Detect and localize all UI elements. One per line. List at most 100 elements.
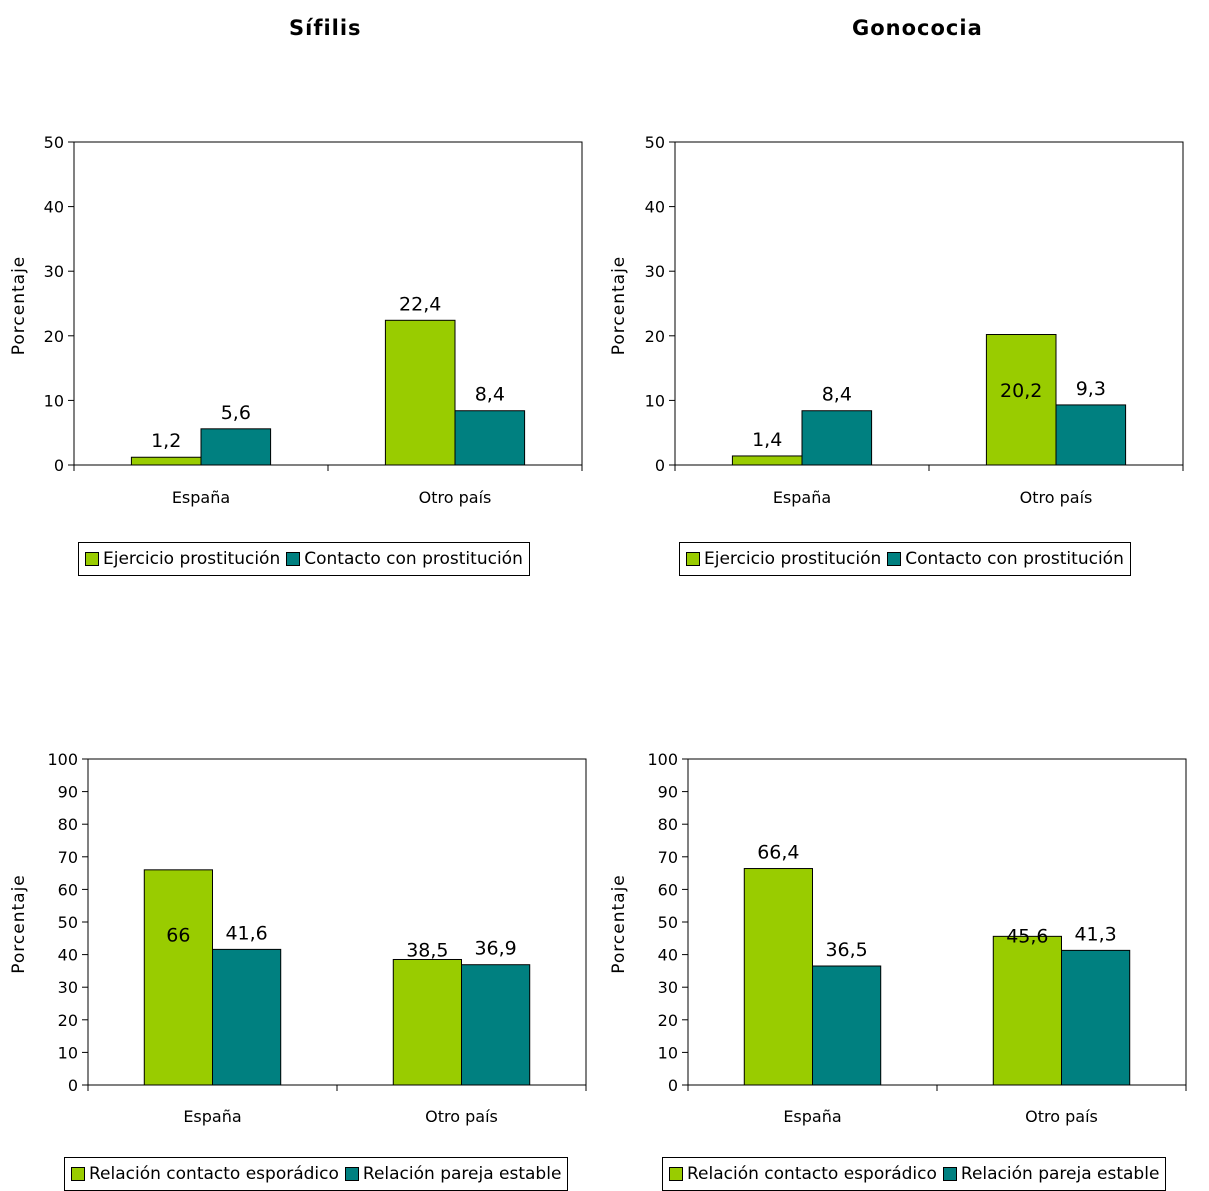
y-tick-label: 30 bbox=[44, 262, 64, 281]
data-label: 36,5 bbox=[825, 939, 867, 961]
data-label: 1,4 bbox=[752, 429, 782, 451]
bar bbox=[454, 410, 526, 466]
legend-swatch bbox=[942, 1167, 957, 1181]
legend-label: Relación contacto esporádico bbox=[687, 1164, 937, 1184]
legend: Relación contacto esporádico Relación par… bbox=[64, 1157, 569, 1191]
y-tick-label: 40 bbox=[44, 198, 64, 217]
y-tick-label: 50 bbox=[645, 133, 665, 152]
y-axis-label: Porcentaje bbox=[609, 256, 629, 356]
data-label: 8,4 bbox=[475, 384, 505, 406]
data-label: 1,2 bbox=[151, 430, 181, 452]
y-tick-label: 10 bbox=[658, 1043, 678, 1062]
y-tick-label: 90 bbox=[658, 783, 678, 802]
legend-label: Contacto con prostitución bbox=[304, 549, 523, 569]
y-tick-label: 20 bbox=[645, 327, 665, 346]
bar bbox=[392, 958, 462, 1086]
legend-swatch bbox=[71, 1167, 85, 1181]
data-label: 38,5 bbox=[406, 940, 448, 962]
bar bbox=[1061, 949, 1131, 1086]
y-tick-label: 0 bbox=[54, 456, 64, 475]
data-label: 20,2 bbox=[1000, 380, 1042, 402]
data-label: 8,4 bbox=[822, 384, 852, 406]
category-label: España bbox=[773, 488, 831, 507]
y-tick-label: 60 bbox=[58, 880, 78, 899]
y-tick-label: 40 bbox=[58, 946, 78, 965]
data-label: 36,9 bbox=[474, 938, 516, 960]
y-tick-label: 20 bbox=[44, 327, 64, 346]
chart-2: 0 10 20 30 40 50 Porcentaje España 1,4 8,4 Otro pa… bbox=[609, 133, 1184, 507]
y-tick-label: 100 bbox=[647, 750, 678, 769]
bar bbox=[384, 319, 456, 466]
legend-item: Ejercicio prostitución bbox=[686, 549, 881, 569]
data-label: 41,3 bbox=[1074, 923, 1116, 945]
legend-label: Relación pareja estable bbox=[960, 1164, 1160, 1184]
legend-label: Ejercicio prostitución bbox=[103, 549, 281, 569]
bar bbox=[130, 456, 202, 466]
data-label: 66 bbox=[166, 924, 190, 946]
data-label: 9,3 bbox=[1076, 378, 1106, 400]
y-tick-label: 10 bbox=[58, 1043, 78, 1062]
bar bbox=[731, 455, 803, 466]
y-tick-label: 50 bbox=[658, 913, 678, 932]
category-label: España bbox=[183, 1107, 241, 1126]
legend-label: Relación contacto esporádico bbox=[89, 1164, 339, 1184]
legend-swatch bbox=[344, 1167, 359, 1181]
category-label: España bbox=[783, 1107, 841, 1126]
y-tick-label: 40 bbox=[645, 198, 665, 217]
legend-label: Contacto con prostitución bbox=[905, 549, 1124, 569]
legend: Ejercicio prostitución Contacto con prost… bbox=[78, 542, 530, 576]
legend-item: Relación contacto esporádico bbox=[669, 1164, 937, 1184]
legend-item: Contacto con prostitución bbox=[887, 549, 1124, 569]
y-tick-label: 80 bbox=[658, 815, 678, 834]
legend-item: Ejercicio prostitución bbox=[85, 549, 280, 569]
legend-swatch bbox=[85, 552, 99, 566]
bar bbox=[461, 964, 531, 1086]
y-tick-label: 40 bbox=[658, 946, 678, 965]
y-tick-label: 0 bbox=[68, 1076, 78, 1095]
chart-1: 0 10 20 30 40 50 Porcentaje España 1,2 5,6 Otro pa… bbox=[9, 133, 583, 507]
category-label: Otro país bbox=[1025, 1107, 1098, 1126]
bar bbox=[992, 935, 1062, 1086]
y-tick-label: 60 bbox=[658, 880, 678, 899]
category-label: Otro país bbox=[419, 488, 492, 507]
data-label: 45,6 bbox=[1006, 925, 1048, 947]
data-label: 5,6 bbox=[221, 402, 251, 424]
chart-3: 0 10 20 30 40 50 60 70 80 90 100 Porcentaje España 66… bbox=[9, 750, 587, 1126]
y-tick-label: 30 bbox=[645, 262, 665, 281]
legend-swatch bbox=[286, 552, 301, 566]
y-tick-label: 0 bbox=[655, 456, 665, 475]
bar bbox=[812, 965, 882, 1086]
bar bbox=[801, 410, 873, 466]
y-axis-label: Porcentaje bbox=[9, 874, 29, 974]
y-tick-label: 20 bbox=[658, 1011, 678, 1030]
legend: Relación contacto esporádico Relación par… bbox=[662, 1157, 1167, 1191]
chart-4: 0 10 20 30 40 50 60 70 80 90 100 Porcentaje España 66… bbox=[609, 750, 1187, 1126]
y-axis-label: Porcentaje bbox=[609, 874, 629, 974]
category-label: Otro país bbox=[1020, 488, 1093, 507]
y-tick-label: 100 bbox=[47, 750, 78, 769]
bar bbox=[985, 334, 1057, 466]
y-tick-label: 10 bbox=[44, 391, 64, 410]
y-tick-label: 70 bbox=[58, 848, 78, 867]
y-tick-label: 30 bbox=[658, 978, 678, 997]
bar bbox=[1055, 404, 1127, 466]
legend-label: Ejercicio prostitución bbox=[704, 549, 882, 569]
legend-swatch bbox=[887, 552, 902, 566]
title-gonococia: Gonococia bbox=[852, 16, 983, 40]
legend-item: Relación contacto esporádico bbox=[71, 1164, 339, 1184]
legend-label: Relación pareja estable bbox=[362, 1164, 562, 1184]
y-tick-label: 50 bbox=[44, 133, 64, 152]
legend-swatch bbox=[669, 1167, 683, 1181]
y-tick-label: 90 bbox=[58, 783, 78, 802]
legend: Ejercicio prostitución Contacto con prost… bbox=[679, 542, 1131, 576]
title-sifilis: Sífilis bbox=[289, 16, 362, 40]
data-label: 22,4 bbox=[399, 293, 441, 315]
y-tick-label: 30 bbox=[58, 978, 78, 997]
bar bbox=[143, 869, 213, 1086]
y-axis-label: Porcentaje bbox=[9, 256, 29, 356]
bar bbox=[743, 868, 813, 1086]
y-tick-label: 70 bbox=[658, 848, 678, 867]
legend-item: Contacto con prostitución bbox=[286, 549, 523, 569]
legend-swatch bbox=[686, 552, 700, 566]
